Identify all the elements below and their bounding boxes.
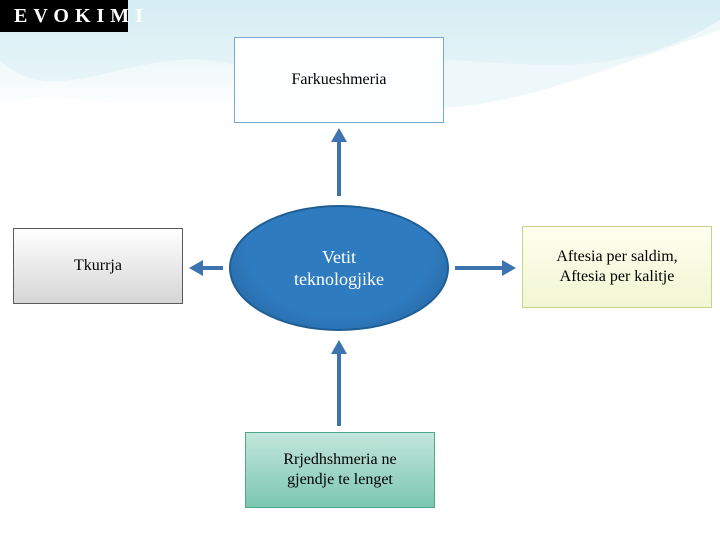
node-right-label-2: Aftesia per kalitje [560,268,675,285]
node-bottom: Rrjedhshmeria ne gjendje te lenget [245,432,435,508]
node-top-label: Farkueshmeria [291,70,386,90]
node-center: Vetit teknologjike [229,205,449,331]
node-bottom-label-1: Rrjedhshmeria ne [283,451,396,468]
node-left: Tkurrja [13,228,183,304]
node-bottom-label-2: gjendje te lenget [287,471,393,488]
node-right-label-1: Aftesia per saldim, [556,248,677,265]
center-label-1: Vetit [322,247,356,267]
node-top: Farkueshmeria [234,37,444,123]
center-label-2: teknologjike [294,269,384,289]
node-right: Aftesia per saldim, Aftesia per kalitje [522,226,712,308]
node-left-label: Tkurrja [74,256,122,276]
